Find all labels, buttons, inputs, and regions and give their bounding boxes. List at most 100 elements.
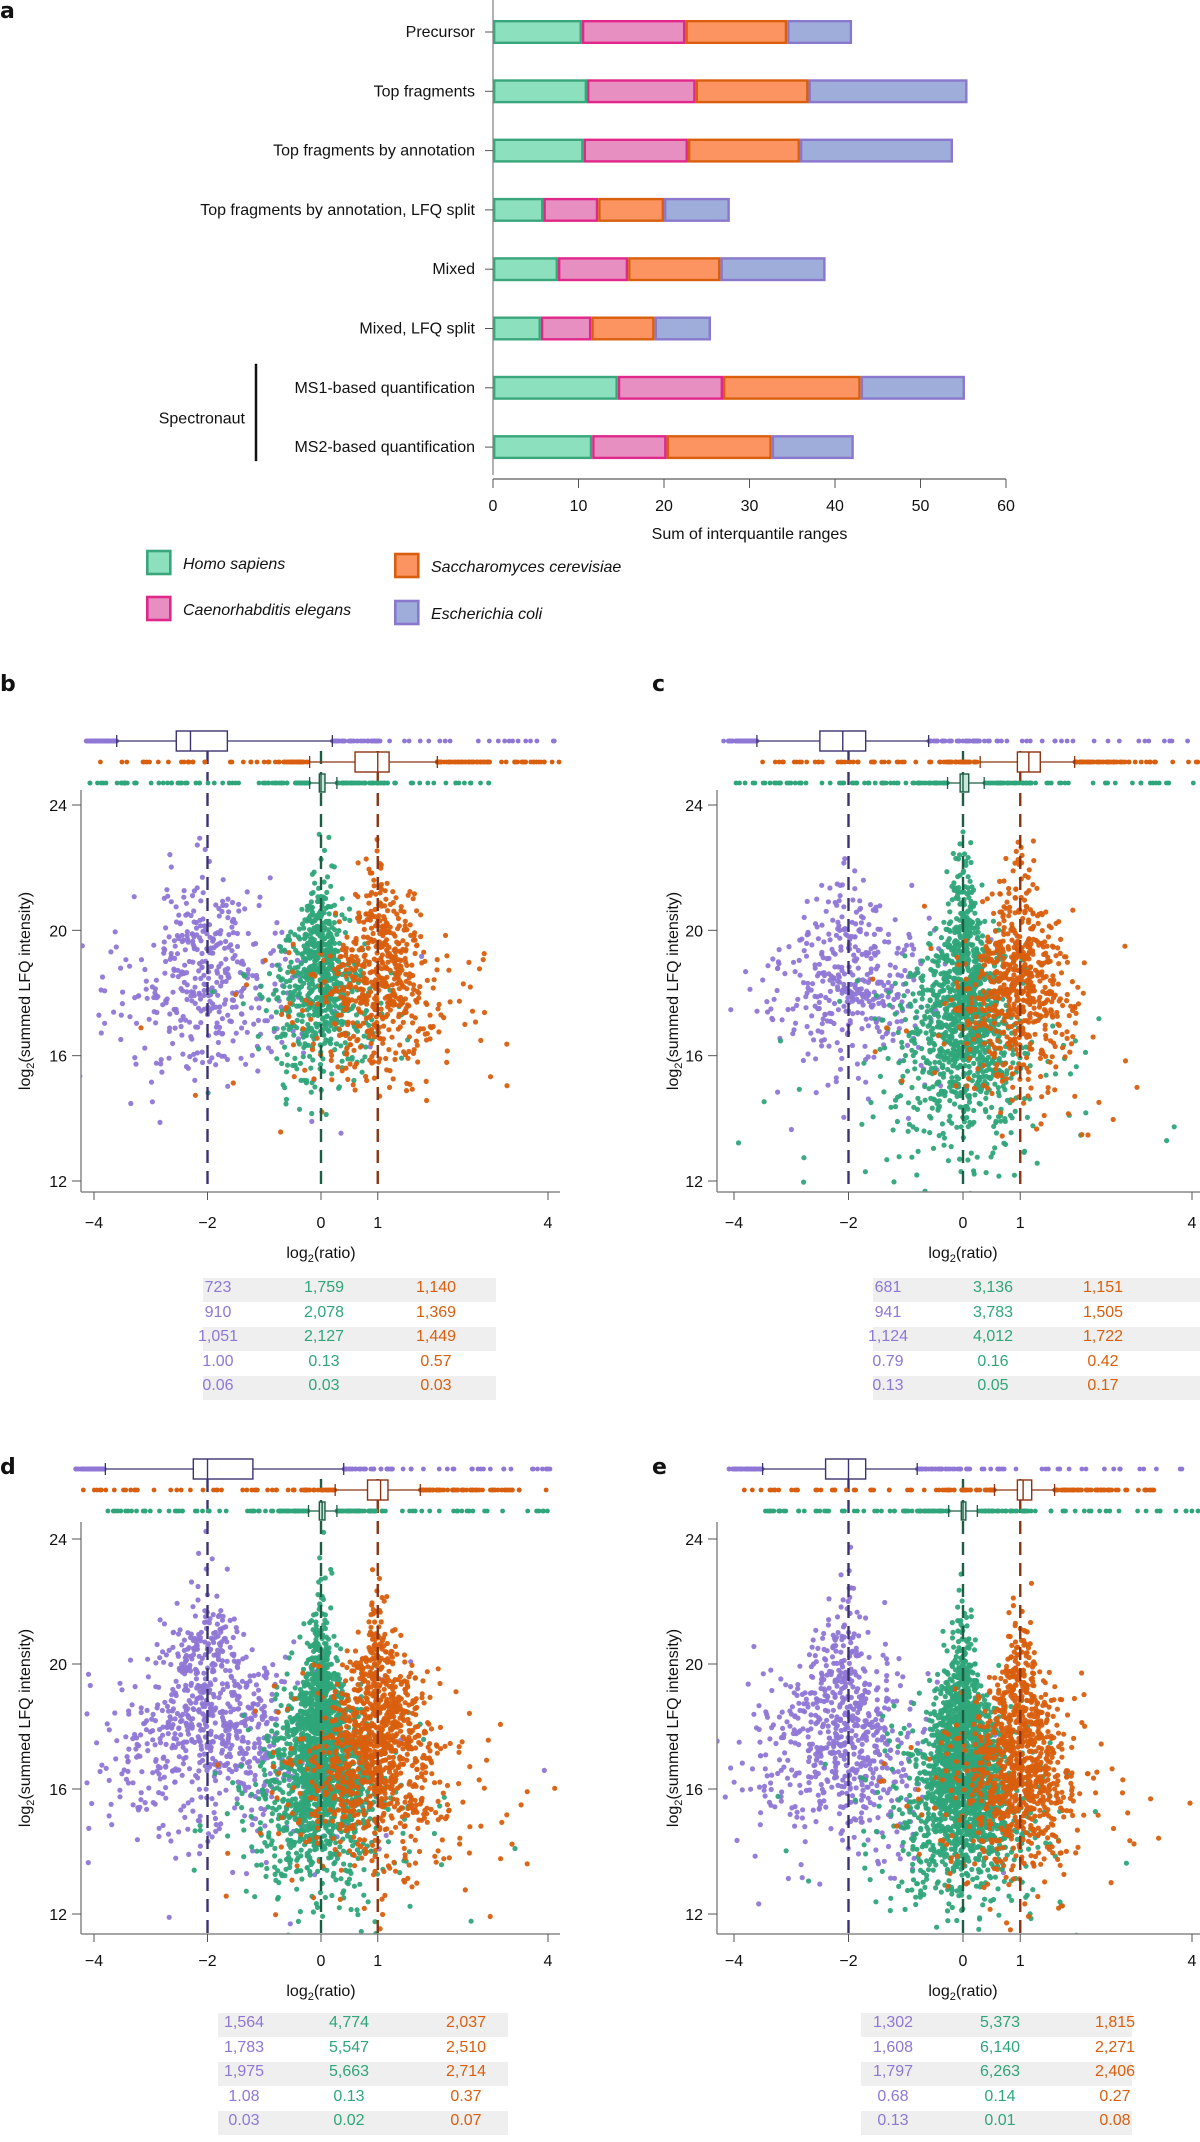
scatter-point-ecoli bbox=[270, 963, 275, 968]
scatter-point-ecoli bbox=[230, 956, 235, 961]
scatter-point-yeast bbox=[1001, 956, 1006, 961]
scatter-point-yeast bbox=[407, 889, 412, 894]
scatter-point-ecoli bbox=[819, 1043, 824, 1048]
scatter-point-yeast bbox=[1024, 891, 1029, 896]
scatter-point-human bbox=[956, 1076, 961, 1081]
scatter-point-human bbox=[1022, 1149, 1027, 1154]
scatter-point-yeast bbox=[1069, 1041, 1074, 1046]
scatter-point-ecoli bbox=[173, 1008, 178, 1013]
scatter-point-human bbox=[921, 1128, 926, 1133]
category-label: Precursor bbox=[406, 24, 476, 41]
scatter-point-yeast bbox=[339, 985, 344, 990]
scatter-point-human bbox=[303, 935, 308, 940]
scatter-point-ecoli bbox=[841, 1004, 846, 1009]
scatter-point-ecoli bbox=[133, 1062, 138, 1067]
scatter-point-yeast bbox=[478, 1038, 483, 1043]
scatter-point-yeast bbox=[403, 1052, 408, 1057]
scatter-point-yeast bbox=[1004, 962, 1009, 967]
boxplot-outlier bbox=[839, 781, 844, 786]
scatter-point-yeast bbox=[1056, 961, 1061, 966]
scatter-point-ecoli bbox=[852, 958, 857, 963]
boxplot-outlier bbox=[1153, 760, 1158, 765]
scatter-point-human bbox=[921, 1055, 926, 1060]
scatter-point-human bbox=[970, 920, 975, 925]
scatter-point-ecoli bbox=[170, 973, 175, 978]
scatter-point-yeast bbox=[1006, 913, 1011, 918]
boxplot-outlier bbox=[963, 739, 968, 744]
scatter-point-human bbox=[336, 1086, 341, 1091]
scatter-point-yeast bbox=[1004, 1034, 1009, 1039]
scatter-point-yeast bbox=[334, 988, 339, 993]
scatter-point-ecoli bbox=[196, 1006, 201, 1011]
scatter-point-yeast bbox=[1021, 998, 1026, 1003]
scatter-point-human bbox=[992, 1145, 997, 1150]
scatter-point-yeast bbox=[1024, 904, 1029, 909]
boxplot-outlier bbox=[763, 781, 768, 786]
scatter-point-yeast bbox=[1043, 1023, 1048, 1028]
scatter-point-yeast bbox=[1052, 1087, 1057, 1092]
scatter-point-ecoli bbox=[173, 944, 178, 949]
scatter-point-human bbox=[871, 1114, 876, 1119]
boxplot-box bbox=[176, 731, 227, 751]
scatter-point-yeast bbox=[368, 893, 373, 898]
scatter-point-yeast bbox=[1042, 1113, 1047, 1118]
scatter-point-yeast bbox=[928, 946, 933, 951]
scatter-point-ecoli bbox=[875, 927, 880, 932]
scatter-point-ecoli bbox=[829, 947, 834, 952]
scatter-point-yeast bbox=[981, 972, 986, 977]
scatter-point-ecoli bbox=[214, 1025, 219, 1030]
scatter-point-ecoli bbox=[127, 964, 132, 969]
scatter-point-ecoli bbox=[162, 939, 167, 944]
scatter-point-human bbox=[797, 1087, 802, 1092]
scatter-point-yeast bbox=[399, 950, 404, 955]
scatter-point-yeast bbox=[344, 967, 349, 972]
scatter-point-human bbox=[931, 1047, 936, 1052]
scatter-point-yeast bbox=[1060, 1003, 1065, 1008]
scatter-point-ecoli bbox=[838, 893, 843, 898]
scatter-point-ecoli bbox=[747, 987, 752, 992]
scatter-point-ecoli bbox=[169, 864, 174, 869]
scatter-point-human bbox=[897, 1154, 902, 1159]
scatter-point-human bbox=[878, 1047, 883, 1052]
scatter-point-ecoli bbox=[809, 988, 814, 993]
scatter-point-human bbox=[930, 958, 935, 963]
scatter-point-yeast bbox=[1030, 948, 1035, 953]
scatter-point-yeast bbox=[372, 1034, 377, 1039]
scatter-point-human bbox=[947, 1085, 952, 1090]
scatter-point-yeast bbox=[1048, 1038, 1053, 1043]
scatter-point-human bbox=[972, 1073, 977, 1078]
scatter-point-ecoli bbox=[118, 966, 123, 971]
scatter-point-human bbox=[982, 1029, 987, 1034]
scatter-point-yeast bbox=[392, 993, 397, 998]
scatter-point-human bbox=[965, 995, 970, 1000]
scatter-point-human bbox=[837, 999, 842, 1004]
scatter-point-ecoli bbox=[793, 1021, 798, 1026]
x-tick-label: 0 bbox=[489, 498, 498, 515]
boxplot-box bbox=[960, 774, 969, 792]
scatter-point-human bbox=[312, 1084, 317, 1089]
scatter-point-yeast bbox=[364, 1016, 369, 1021]
scatter-point-human bbox=[971, 948, 976, 953]
scatter-point-human bbox=[969, 1151, 974, 1156]
scatter-point-ecoli bbox=[166, 1056, 171, 1061]
scatter-point-yeast bbox=[1030, 926, 1035, 931]
scatter-point-human bbox=[326, 835, 331, 840]
boxplot-outlier bbox=[999, 739, 1004, 744]
boxplot-outlier bbox=[793, 781, 798, 786]
scatter-point-human bbox=[966, 1094, 971, 1099]
scatter-point-yeast bbox=[1023, 909, 1028, 914]
boxplot-outlier bbox=[350, 781, 355, 786]
scatter-point-human bbox=[297, 1041, 302, 1046]
scatter-point-yeast bbox=[1033, 938, 1038, 943]
scatter-point-yeast bbox=[1002, 925, 1007, 930]
scatter-point-yeast bbox=[967, 1047, 972, 1052]
scatter-point-human bbox=[282, 1045, 287, 1050]
scatter-point-yeast bbox=[355, 915, 360, 920]
scatter-point-ecoli bbox=[822, 1037, 827, 1042]
scatter-point-human bbox=[301, 1054, 306, 1059]
boxplot-outlier bbox=[374, 739, 379, 744]
scatter-point-human bbox=[920, 973, 925, 978]
scatter-point-yeast bbox=[380, 923, 385, 928]
scatter-point-yeast bbox=[1021, 1101, 1026, 1106]
scatter-point-yeast bbox=[407, 971, 412, 976]
